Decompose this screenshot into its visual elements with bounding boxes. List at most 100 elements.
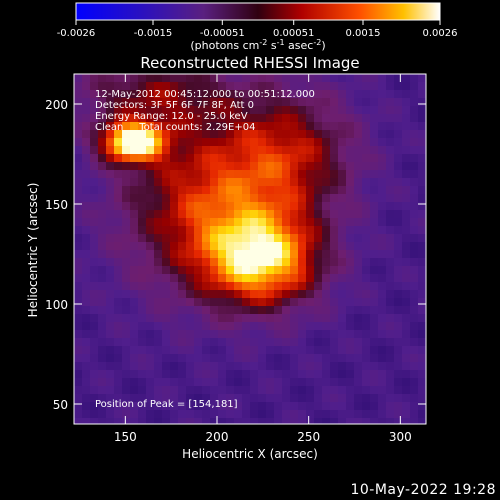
heatmap-cell <box>138 186 147 195</box>
heatmap-cell <box>362 306 371 315</box>
heatmap-cell <box>178 418 187 424</box>
heatmap-cell <box>290 370 299 379</box>
heatmap-cell <box>74 306 83 315</box>
heatmap-cell <box>170 330 179 339</box>
heatmap-cell <box>74 114 83 123</box>
heatmap-cell <box>370 178 379 187</box>
heatmap-cell <box>386 138 395 147</box>
heatmap-cell <box>98 210 107 219</box>
heatmap-cell <box>266 186 275 195</box>
heatmap-cell <box>378 82 387 91</box>
heatmap-cell <box>106 82 115 91</box>
heatmap-cell <box>386 370 395 379</box>
heatmap-cell <box>82 202 91 211</box>
heatmap-cell <box>226 354 235 363</box>
heatmap-cell <box>346 202 355 211</box>
heatmap-cell <box>394 290 403 299</box>
heatmap-cell <box>178 90 187 99</box>
heatmap-cell <box>274 242 283 251</box>
heatmap-cell <box>114 162 123 171</box>
heatmap-cell <box>410 322 419 331</box>
heatmap-cell <box>362 298 371 307</box>
heatmap-cell <box>362 162 371 171</box>
heatmap-cell <box>378 194 387 203</box>
heatmap-cell <box>138 226 147 235</box>
heatmap-cell <box>314 186 323 195</box>
heatmap-cell <box>410 378 419 387</box>
heatmap-cell <box>250 162 259 171</box>
heatmap-cell <box>226 146 235 155</box>
heatmap-cell <box>234 90 243 99</box>
heatmap-cell <box>154 386 163 395</box>
heatmap-cell <box>314 362 323 371</box>
heatmap-cell <box>418 234 426 243</box>
heatmap-cell <box>90 194 99 203</box>
heatmap-cell <box>394 346 403 355</box>
heatmap-cell <box>98 410 107 419</box>
heatmap-cell <box>266 178 275 187</box>
heatmap-cell <box>330 178 339 187</box>
heatmap-cell <box>314 74 323 83</box>
heatmap-cell <box>290 146 299 155</box>
heatmap-cell <box>274 178 283 187</box>
heatmap-cell <box>410 306 419 315</box>
heatmap-cell <box>178 282 187 291</box>
heatmap-cell <box>138 74 147 83</box>
heatmap-cell <box>306 266 315 275</box>
heatmap-cell <box>138 298 147 307</box>
heatmap-cell <box>346 258 355 267</box>
heatmap-cell <box>282 210 291 219</box>
heatmap-cell <box>362 226 371 235</box>
heatmap-cell <box>346 146 355 155</box>
heatmap-cell <box>138 258 147 267</box>
heatmap-cell <box>218 346 227 355</box>
heatmap-cell <box>178 298 187 307</box>
heatmap-cell <box>218 354 227 363</box>
heatmap-cell <box>242 410 251 419</box>
heatmap-cell <box>162 226 171 235</box>
heatmap-cell <box>114 74 123 83</box>
heatmap-cell <box>234 274 243 283</box>
heatmap-cell <box>306 146 315 155</box>
heatmap-cell <box>298 210 307 219</box>
heatmap-cell <box>386 338 395 347</box>
heatmap-cell <box>218 338 227 347</box>
heatmap-cell <box>370 266 379 275</box>
heatmap-cell <box>82 106 91 115</box>
heatmap-cell <box>338 202 347 211</box>
heatmap-cell <box>410 386 419 395</box>
heatmap-cell <box>378 266 387 275</box>
heatmap-cell <box>186 338 195 347</box>
heatmap-cell <box>122 122 131 131</box>
heatmap-cell <box>130 74 139 83</box>
heatmap-cell <box>418 322 426 331</box>
heatmap-cell <box>234 402 243 411</box>
heatmap-cell <box>194 170 203 179</box>
heatmap-cell <box>194 210 203 219</box>
heatmap-cell <box>250 258 259 267</box>
heatmap-cell <box>186 258 195 267</box>
heatmap-cell <box>82 178 91 187</box>
heatmap-cell <box>170 258 179 267</box>
heatmap-cell <box>394 202 403 211</box>
heatmap-cell <box>402 170 411 179</box>
heatmap-cell <box>386 386 395 395</box>
heatmap-cell <box>98 314 107 323</box>
heatmap-cell <box>330 306 339 315</box>
heatmap-cell <box>146 306 155 315</box>
heatmap-cell <box>298 418 307 424</box>
heatmap-cell <box>226 362 235 371</box>
heatmap-cell <box>370 330 379 339</box>
heatmap-cell <box>194 226 203 235</box>
colorbar-tick-label: -0.00051 <box>200 28 245 39</box>
heatmap-cell <box>370 234 379 243</box>
heatmap-cell <box>98 346 107 355</box>
heatmap-cell <box>258 322 267 331</box>
heatmap-cell <box>186 194 195 203</box>
heatmap-cell <box>146 298 155 307</box>
heatmap-cell <box>178 314 187 323</box>
heatmap-cell <box>394 74 403 83</box>
heatmap-cell <box>266 138 275 147</box>
heatmap-cell <box>210 178 219 187</box>
heatmap-cell <box>186 82 195 91</box>
